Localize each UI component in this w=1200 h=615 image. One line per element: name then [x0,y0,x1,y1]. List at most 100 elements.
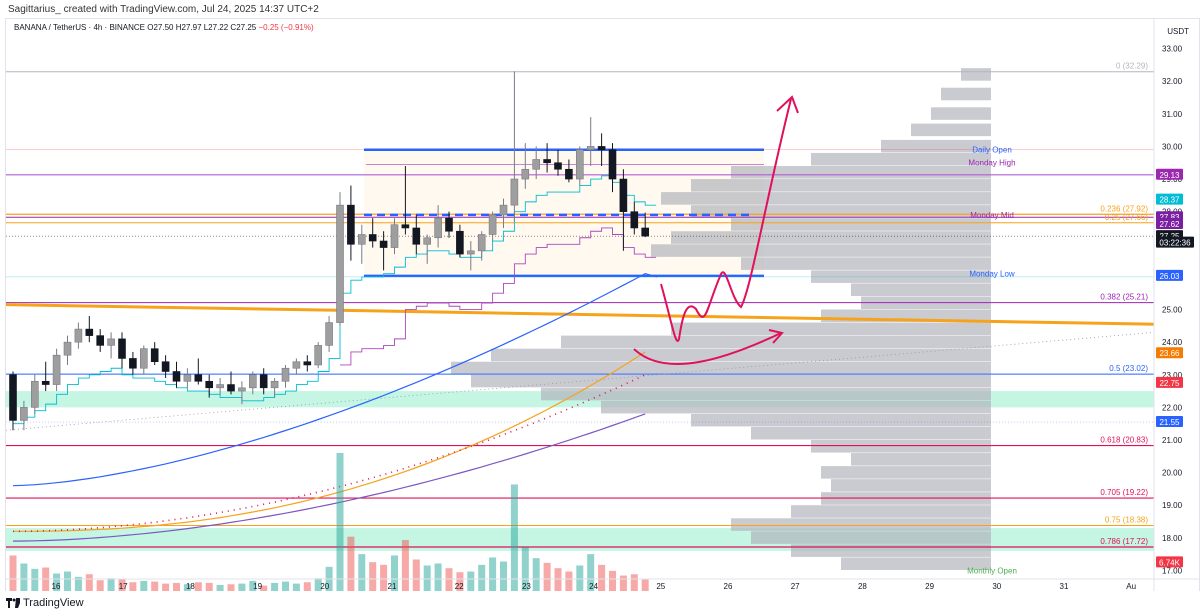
candle-body[interactable] [423,237,432,245]
volume-bar [380,564,388,592]
candle-body[interactable] [205,380,213,389]
candle-body[interactable] [30,380,39,408]
annotation-label: Daily Open [972,146,1012,155]
price-badge [1156,236,1194,248]
candle-body[interactable] [259,374,268,389]
candle-body[interactable] [118,338,126,359]
candle-body[interactable] [565,168,573,180]
candle-body[interactable] [554,162,562,170]
candle-body[interactable] [357,234,366,245]
tradingview-logo[interactable]: TradingView [6,597,84,609]
candle-body[interactable] [466,250,475,255]
candle-body[interactable] [85,328,94,336]
candle-body[interactable] [499,204,508,216]
candle-body[interactable] [194,374,203,382]
candle-body[interactable] [488,214,497,235]
candle-body[interactable] [41,380,50,385]
candle-body[interactable] [238,387,246,392]
price-badge [1156,416,1183,428]
candle-body[interactable] [9,374,17,421]
price-axis[interactable] [1154,19,1199,592]
candle-body[interactable] [347,204,355,245]
candle-body[interactable] [227,384,235,392]
candle-body[interactable] [543,159,551,164]
candle-body[interactable] [597,146,606,150]
price-axis-tick: 19.00 [1162,501,1183,510]
time-axis-tick: 24 [589,582,598,591]
price-axis-tick: 23.00 [1162,371,1183,380]
symbol-header: BANANA / TetherUS · 4h · BINANCE O27.50 … [14,23,314,32]
fib-level-label: 0.236 (27.92) [1100,204,1148,213]
candle-body[interactable] [314,345,323,366]
candle-body[interactable] [281,367,290,382]
volume-bar [369,562,377,592]
price-badge-label: 27.83 [1159,213,1180,222]
candle-body[interactable] [456,230,464,255]
candle-body[interactable] [140,348,148,369]
candle-body[interactable] [575,149,584,180]
volume-profile-bar [741,257,991,270]
candle-body[interactable] [641,227,650,237]
candle-body[interactable] [401,224,410,229]
price-badge-label: 23.66 [1159,349,1180,358]
candle-body[interactable] [129,358,137,369]
ma-orange-line [13,351,646,532]
price-axis-tick: 25.00 [1162,306,1183,315]
candle-body[interactable] [303,361,312,366]
bottom-bar: TradingView [0,591,1200,615]
candle-body[interactable] [336,204,344,323]
candle-body[interactable] [107,338,115,346]
candle-body[interactable] [630,211,639,229]
candle-body[interactable] [510,178,519,206]
candle-body[interactable] [445,217,453,232]
volume-bar [64,571,71,592]
candle-body[interactable] [63,341,72,356]
candle-body[interactable] [150,348,159,363]
candle-body[interactable] [434,217,442,239]
price-chart[interactable]: 33.0032.0031.0030.0029.0028.0027.0026.00… [6,19,1199,592]
symbol-name[interactable]: BANANA / TetherUS · 4h · BINANCE [14,23,146,32]
volume-bar [292,583,300,592]
time-axis-tick: 27 [791,582,800,591]
volume-profile-bar [731,166,991,179]
candle-body[interactable] [183,374,192,382]
price-axis-tick: 18.00 [1162,534,1183,543]
change-value: −0.25 (−0.91%) [258,23,314,32]
chart-frame[interactable]: 33.0032.0031.0030.0029.0028.0027.0026.00… [5,18,1200,593]
candle-body[interactable] [521,168,530,180]
candle-body[interactable] [74,328,83,343]
annotation-label: Monthly Open [967,566,1017,575]
ohlc-values: O27.50 H27.97 L27.22 C27.25 [147,23,257,32]
candle-body[interactable] [586,146,595,150]
volume-bar [434,563,442,592]
candle-body[interactable] [379,240,388,248]
volume-bar [249,580,257,592]
candle-body[interactable] [412,227,421,245]
candle-body[interactable] [477,234,486,252]
candle-body[interactable] [216,384,224,389]
pink-arrow-up [660,98,792,342]
candle-body[interactable] [270,380,279,389]
candle-body[interactable] [52,354,61,385]
candle-body[interactable] [249,374,257,389]
annotation-label: Monday Low [969,270,1015,279]
candle-body[interactable] [532,159,541,170]
volume-bar [598,564,606,592]
candle-body[interactable] [608,149,617,180]
candle-body[interactable] [619,178,628,212]
volume-profile-bar [561,335,991,349]
candle-body[interactable] [325,322,333,346]
volume-bar [96,580,104,592]
volume-bar [565,571,573,592]
volume-bar [347,536,355,592]
candle-body[interactable] [96,335,104,346]
volume-profile-bar [791,544,991,557]
candle-body[interactable] [368,234,377,242]
candle-body[interactable] [390,224,399,248]
candle-body[interactable] [161,361,170,372]
volume-bar [20,563,28,592]
fib-level-label: 0.382 (25.21) [1100,293,1148,302]
candle-body[interactable] [292,361,301,369]
candle-body[interactable] [20,407,28,421]
candle-body[interactable] [172,371,181,382]
